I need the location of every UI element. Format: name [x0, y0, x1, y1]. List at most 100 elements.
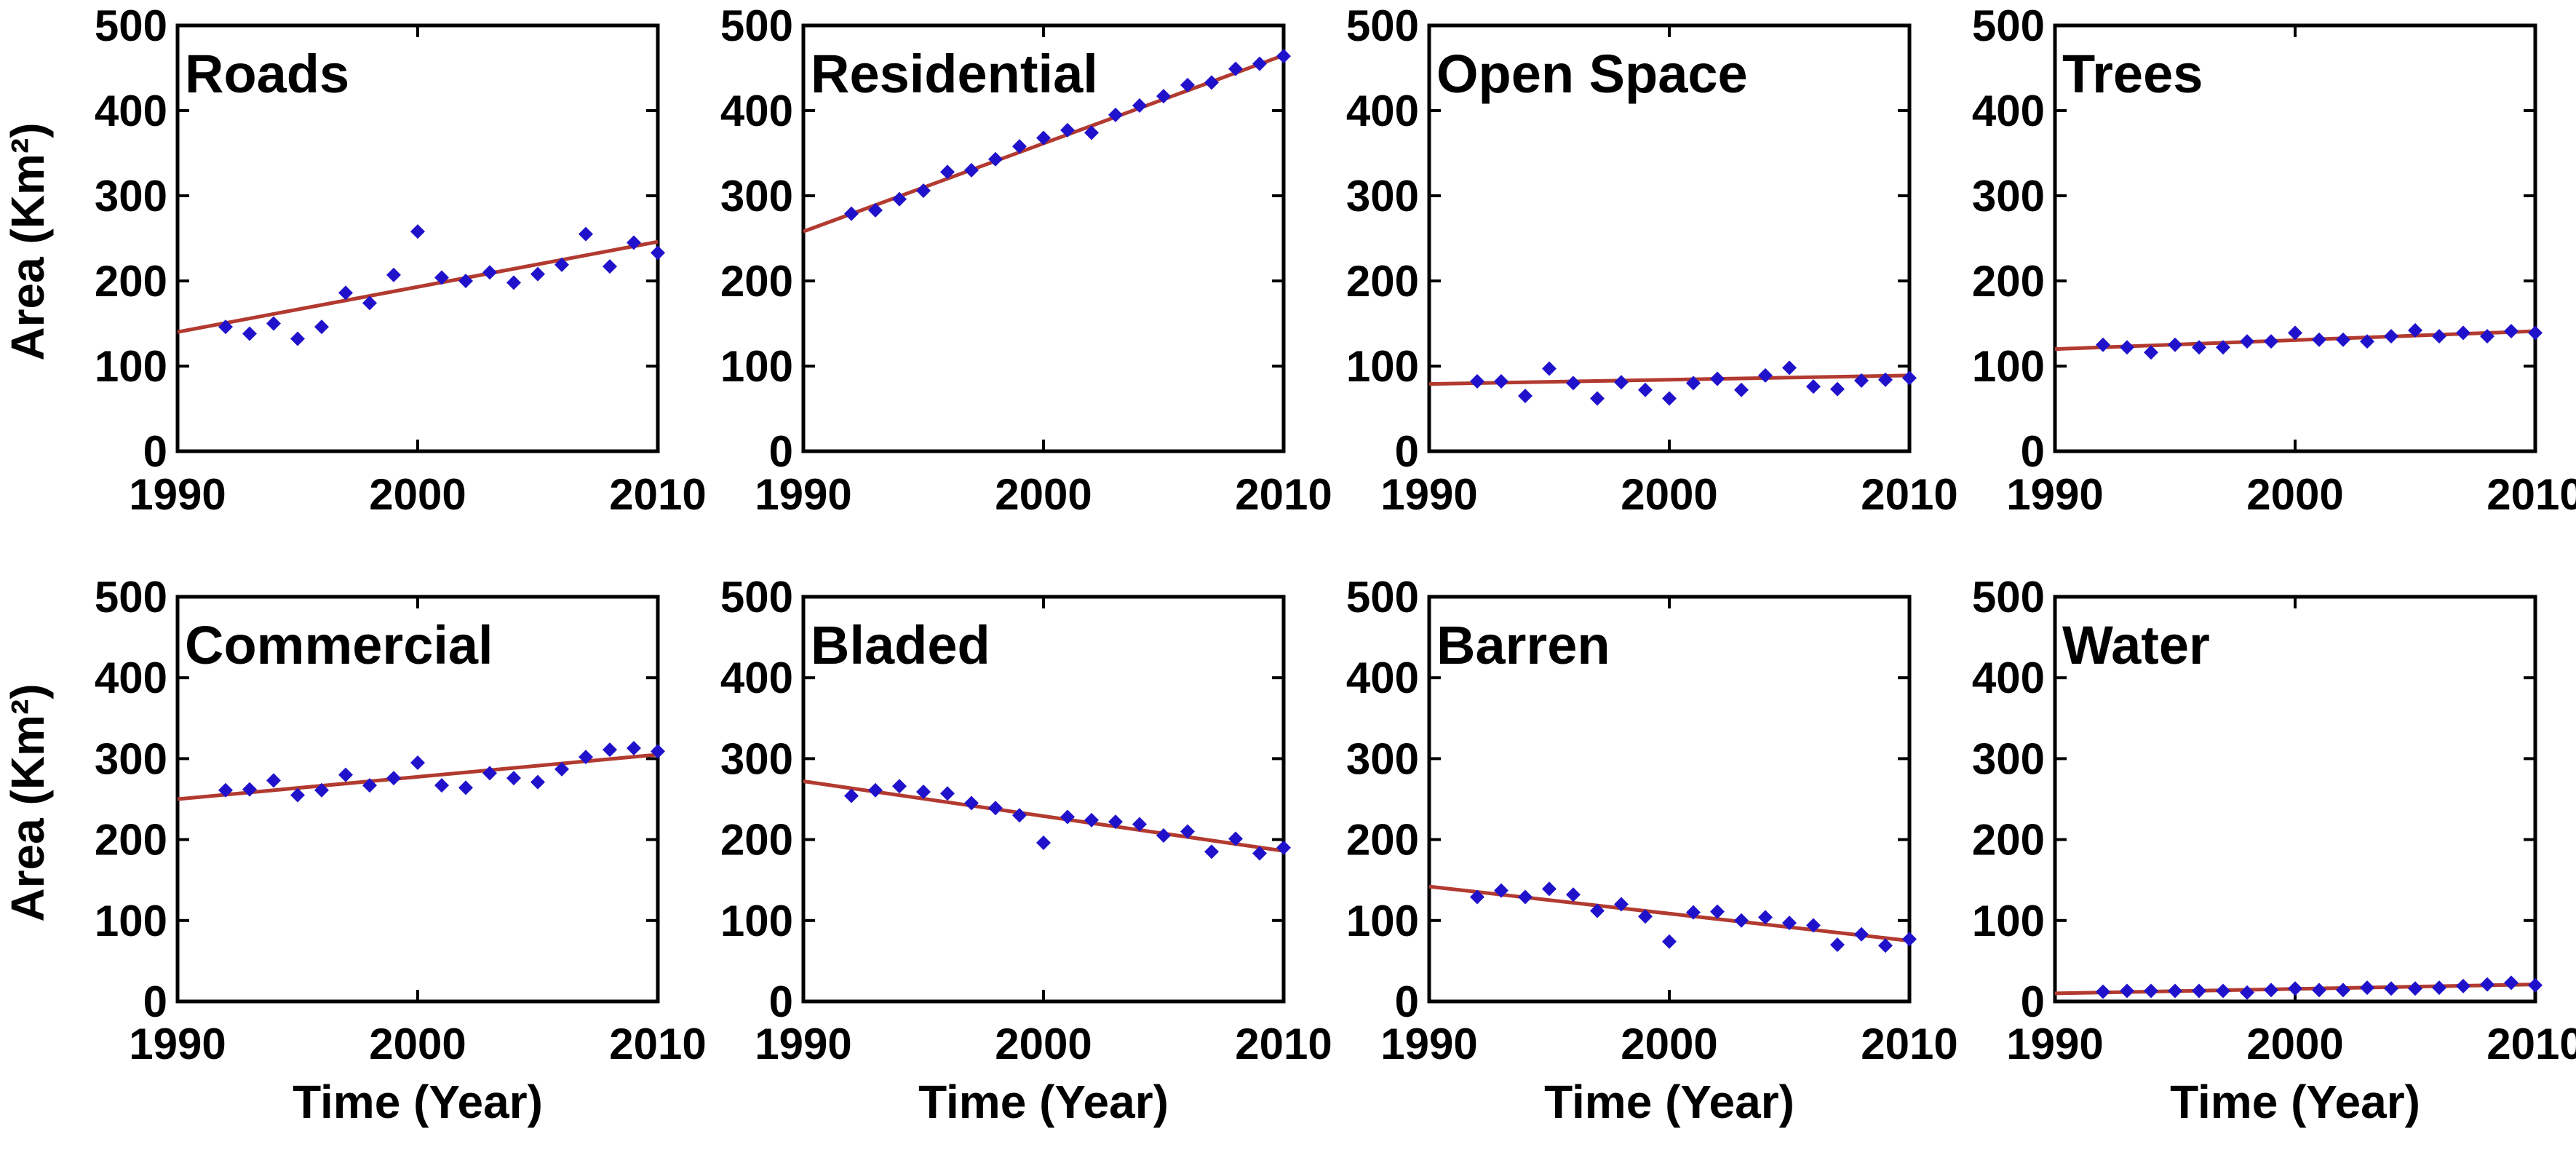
data-point-marker — [1734, 382, 1749, 397]
data-point-marker — [940, 164, 955, 180]
data-point-marker — [2192, 983, 2206, 999]
data-point-marker — [1084, 812, 1099, 827]
data-point-marker — [458, 780, 473, 795]
data-point-marker — [1132, 817, 1147, 832]
data-point-marker — [892, 191, 907, 207]
data-points — [2096, 975, 2543, 1000]
x-tick-label: 2000 — [369, 1020, 466, 1068]
x-tick-label: 1990 — [1380, 470, 1477, 519]
data-point-marker — [2264, 983, 2278, 998]
data-point-marker — [2312, 983, 2326, 998]
data-point-marker — [410, 224, 425, 239]
x-tick-label: 2000 — [1621, 470, 1717, 519]
data-point-marker — [2360, 334, 2374, 349]
y-tick-label: 200 — [1346, 816, 1419, 865]
y-tick-label: 100 — [1972, 342, 2045, 391]
y-tick-label: 100 — [720, 342, 793, 391]
data-point-marker — [2168, 337, 2182, 352]
trend-line — [177, 239, 659, 334]
y-tick-label: 400 — [720, 654, 793, 702]
axis-ticks — [2055, 597, 2535, 1001]
data-point-marker — [1590, 391, 1605, 406]
chart-panel-trees: 0 100 200 300 400 500 1990 2000 2010 Trees — [1972, 1, 2576, 519]
y-tick-label: 200 — [720, 816, 793, 865]
data-point-marker — [2312, 332, 2326, 347]
data-point-marker — [554, 257, 569, 272]
axis-ticks — [178, 597, 658, 1001]
data-point-marker — [1228, 831, 1243, 846]
data-point-marker — [2408, 981, 2422, 996]
data-point-marker — [338, 285, 353, 301]
data-point-marker — [2384, 329, 2398, 344]
panel-title: Open Space — [1436, 44, 1748, 104]
x-tick-label: 2010 — [1861, 1020, 1957, 1068]
data-point-marker — [2456, 325, 2470, 341]
data-point-marker — [868, 782, 883, 798]
data-point-marker — [988, 151, 1003, 167]
x-tick-label: 1990 — [2006, 1020, 2103, 1068]
data-point-marker — [1782, 916, 1797, 931]
y-tick-label: 100 — [95, 342, 167, 391]
y-tick-label: 500 — [1972, 1, 2045, 50]
data-point-marker — [266, 316, 281, 331]
panel-title: Water — [2062, 615, 2210, 675]
data-point-marker — [964, 795, 979, 811]
data-point-marker — [1228, 61, 1243, 76]
y-tick-label: 400 — [720, 87, 793, 135]
y-tick-label: 200 — [1972, 816, 2045, 865]
trend-line — [177, 753, 659, 801]
trend-line — [803, 779, 1284, 853]
chart-panel-open-space: 0 100 200 300 400 500 1990 2000 2010 Open Space — [1346, 1, 1958, 519]
y-tick-label: 0 — [1395, 427, 1419, 476]
x-axis-title: Time (Year) — [293, 1076, 543, 1128]
data-point-marker — [627, 235, 641, 250]
y-tick-label: 100 — [95, 897, 167, 945]
data-point-marker — [1614, 897, 1629, 912]
data-point-marker — [651, 744, 665, 759]
trend-line — [1428, 884, 1910, 943]
data-point-marker — [2384, 981, 2398, 996]
data-point-marker — [434, 270, 449, 285]
data-point-marker — [2288, 325, 2302, 341]
y-tick-label: 400 — [95, 87, 167, 135]
axis-ticks — [803, 25, 1284, 451]
axis-ticks — [2055, 25, 2535, 451]
data-point-marker — [1276, 840, 1291, 855]
data-point-marker — [603, 259, 617, 274]
data-point-marker — [1806, 918, 1821, 933]
y-tick-labels: 0 100 200 300 400 500 — [1972, 1, 2045, 476]
x-tick-label: 1990 — [129, 470, 226, 519]
chart-panel-commercial: 0 100 200 300 400 500 1990 2000 2010 Commercial Ti… — [95, 578, 707, 1128]
data-point-marker — [1758, 910, 1773, 925]
data-point-marker — [2360, 980, 2374, 996]
y-tick-label: 0 — [143, 427, 167, 476]
data-point-marker — [603, 742, 617, 758]
data-point-marker — [1012, 808, 1027, 823]
y-tick-label: 0 — [769, 977, 793, 1026]
data-point-marker — [1518, 889, 1533, 905]
data-points — [1470, 881, 1917, 953]
data-point-marker — [1854, 926, 1869, 942]
data-point-marker — [1566, 376, 1581, 391]
y-tick-label: 300 — [95, 734, 167, 783]
y-tick-label: 400 — [95, 654, 167, 702]
axis-ticks — [1429, 597, 1909, 1001]
y-tick-label: 500 — [1972, 578, 2045, 622]
data-point-marker — [1156, 89, 1171, 104]
x-tick-label: 2010 — [1235, 470, 1332, 519]
data-point-marker — [2192, 340, 2206, 355]
y-tick-labels: 0 100 200 300 400 500 — [720, 1, 793, 476]
data-points — [844, 49, 1291, 221]
data-point-marker — [1686, 905, 1701, 920]
data-point-marker — [1084, 125, 1099, 140]
y-tick-label: 300 — [1346, 172, 1419, 221]
data-point-marker — [362, 778, 377, 793]
data-point-marker — [1108, 814, 1123, 830]
x-tick-labels: 1990 2000 2010 — [129, 470, 706, 519]
data-point-marker — [579, 226, 593, 242]
data-point-marker — [964, 162, 979, 178]
x-tick-label: 2000 — [369, 470, 466, 519]
y-tick-label: 500 — [95, 1, 167, 50]
data-point-marker — [627, 740, 641, 755]
x-tick-label: 1990 — [1380, 1020, 1477, 1068]
